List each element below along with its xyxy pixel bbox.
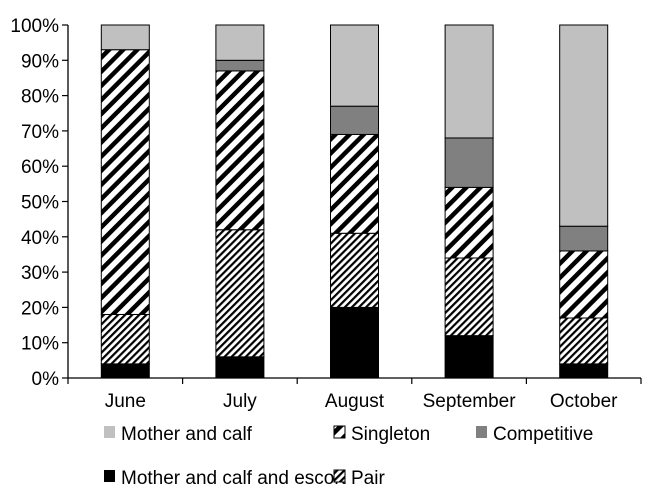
y-tick-label: 100%: [10, 16, 59, 37]
x-tick-label: August: [325, 391, 385, 412]
bar-segment-singleton: [559, 250, 609, 319]
bar-segment-mother-and-calf-and-escort: [559, 363, 609, 379]
bar-segment-pair: [330, 232, 379, 308]
y-tick-label: 60%: [21, 157, 59, 178]
bar-segment-mother-and-calf-and-escort: [215, 356, 265, 379]
bar-segment-competitive: [330, 105, 379, 135]
y-tick-label: 70%: [21, 122, 59, 143]
legend-swatch-singleton: [333, 425, 346, 439]
y-tick-label: 50%: [21, 193, 59, 214]
bar-segment-singleton: [330, 133, 379, 234]
y-tick-label: 10%: [21, 334, 59, 355]
bar-segment-mother-and-calf: [330, 24, 379, 107]
y-tick-label: 40%: [21, 228, 59, 249]
legend-label-singleton: Singleton: [351, 424, 430, 445]
bar-segment-competitive: [215, 59, 265, 72]
axes: [62, 24, 642, 384]
legend-label-competitive: Competitive: [493, 424, 593, 445]
y-tick-label: 90%: [21, 51, 59, 72]
y-tick-label: 80%: [21, 87, 59, 108]
bar-segment-mother-and-calf: [444, 24, 494, 139]
bar-segment-pair: [215, 229, 265, 358]
x-tick-label: September: [423, 391, 517, 412]
bar-segment-mother-and-calf: [559, 24, 609, 227]
legend-label-mother-and-calf: Mother and calf: [121, 424, 253, 445]
bar-segment-mother-and-calf-and-escort: [330, 306, 379, 379]
tick-labels: 0% 10% 20% 30% 40% 50% 60% 70% 80% 90% 100% June Jul…: [10, 16, 618, 412]
legend: Mother and calf Singleton Competitive Mothe…: [104, 424, 593, 489]
bar-segment-pair: [444, 257, 494, 337]
bar-segment-mother-and-calf: [100, 24, 150, 51]
x-tick-label: October: [550, 391, 618, 412]
legend-swatch-mother-and-calf-and-escort: [104, 470, 115, 482]
legend-swatch-pair: [333, 469, 346, 483]
bar-segment-mother-and-calf-and-escort: [100, 363, 150, 379]
bar-segment-mother-and-calf-and-escort: [444, 335, 494, 379]
bar-segment-singleton: [100, 49, 150, 315]
legend-label-pair: Pair: [351, 468, 385, 489]
legend-swatch-mother-and-calf: [104, 426, 115, 438]
bar-segment-pair: [100, 313, 150, 365]
x-tick-label: June: [105, 391, 146, 412]
bar-segment-competitive: [444, 137, 494, 188]
legend-label-mother-and-calf-and-escort: Mother and calf and escort: [121, 468, 347, 489]
y-tick-label: 30%: [21, 263, 59, 284]
bar-segment-singleton: [215, 70, 265, 231]
x-tick-label: July: [223, 391, 257, 412]
y-tick-label: 20%: [21, 298, 59, 319]
bar-segment-mother-and-calf: [215, 24, 265, 61]
bar-segment-singleton: [444, 186, 494, 259]
legend-swatch-competitive: [476, 426, 487, 438]
bars: [100, 24, 609, 379]
y-tick-label: 0%: [32, 369, 60, 390]
bar-segment-pair: [559, 317, 609, 365]
bar-segment-competitive: [559, 225, 609, 252]
